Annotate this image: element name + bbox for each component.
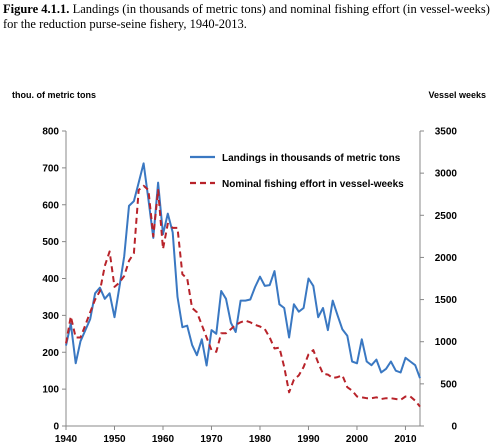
right-axis-title: Vessel weeks <box>428 90 486 100</box>
right-tick-label: 1500 <box>435 295 458 306</box>
right-tick-label: 2500 <box>435 211 458 222</box>
left-tick-label: 600 <box>42 200 59 211</box>
legend-label-effort: Nominal fishing effort in vessel-weeks <box>222 179 404 190</box>
x-tick-label: 1940 <box>55 434 78 445</box>
x-tick-label: 1950 <box>103 434 126 445</box>
right-tick-label: 2000 <box>435 253 458 264</box>
left-tick-label: 800 <box>42 127 59 138</box>
x-tick-label: 1990 <box>297 434 320 445</box>
series-line-effort <box>65 184 421 408</box>
x-tick-label: 2010 <box>394 434 417 445</box>
x-tick-label: 1970 <box>200 434 223 445</box>
left-axis-title: thou. of metric tons <box>12 90 96 100</box>
left-tick-label: 100 <box>42 385 59 396</box>
series-line-landings <box>65 162 421 379</box>
right-tick-label: 0 <box>451 422 457 433</box>
right-tick-label: 3000 <box>435 169 458 180</box>
figure-label: Figure 4.1.1. <box>3 2 70 16</box>
chart-axes: 0 100 200 300 400 500 600 700 800 0 500 1000 1500 200… <box>42 127 457 446</box>
right-tick-label: 1000 <box>435 337 458 348</box>
left-tick-label: 200 <box>42 348 59 359</box>
left-tick-label: 400 <box>42 274 59 285</box>
x-tick-label: 2000 <box>346 434 369 445</box>
right-tick-label: 3500 <box>435 127 458 138</box>
right-tick-label: 500 <box>440 379 457 390</box>
x-tick-label: 1960 <box>152 434 175 445</box>
left-tick-label: 0 <box>53 422 59 433</box>
figure-caption-text: Landings (in thousands of metric tons) a… <box>3 2 490 31</box>
left-tick-label: 500 <box>42 237 59 248</box>
figure-caption: Figure 4.1.1. Landings (in thousands of … <box>3 2 497 32</box>
chart-series <box>65 162 421 408</box>
chart-legend: Landings in thousands of metric tons Nom… <box>190 153 404 190</box>
left-tick-label: 700 <box>42 163 59 174</box>
legend-label-landings: Landings in thousands of metric tons <box>222 153 401 164</box>
left-tick-label: 300 <box>42 311 59 322</box>
x-tick-label: 1980 <box>249 434 272 445</box>
